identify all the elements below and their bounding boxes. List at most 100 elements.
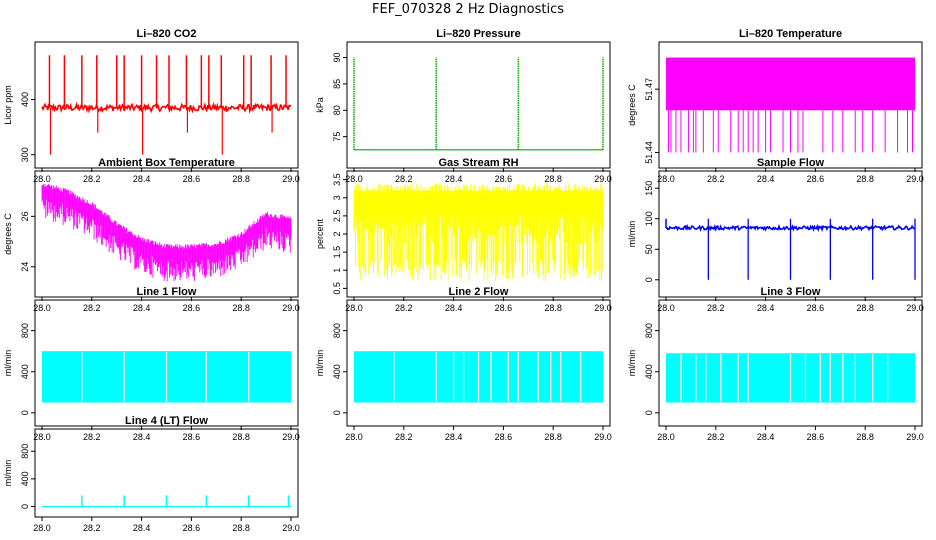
plot-area [42,495,291,508]
y-tick-label: 400 [332,364,342,379]
y-tick-label: 2 [332,231,342,236]
panel-title: Line 2 Flow [449,286,509,298]
y-tick-label: 800 [644,323,654,338]
x-tick-label: 28.2 [83,432,101,442]
x-tick-label: 28.4 [757,174,775,184]
panel-line-2-flow: Line 2 Flow 28.0 28.2 28.4 28.6 28.8 29.0 0 400 8… [315,286,612,442]
x-tick-label: 29.0 [906,303,924,313]
x-tick-label: 28.4 [445,303,463,313]
plot-area [353,183,604,282]
y-tick-label: 400 [644,364,654,379]
x-tick-label: 28.8 [232,432,250,442]
plot-frame [346,299,611,427]
panel-title: Li–820 CO2 [137,28,197,40]
y-tick-label: 3.5 [332,173,342,186]
y-tick-label: 0 [644,410,654,415]
y-tick-label: 150 [644,181,654,196]
y-tick-label: 1 [332,268,342,273]
plot-frame [34,170,299,298]
y-tick-label: 26 [20,211,30,221]
panel-line-3-flow: Line 3 Flow 28.0 28.2 28.4 28.6 28.8 29.0 0 400 8… [627,286,924,442]
y-axis-label: ml/min [3,460,13,487]
x-tick-label: 29.0 [282,432,300,442]
panel-title: Li–820 Temperature [739,28,842,40]
x-tick-label: 28.0 [345,303,363,313]
plot-area [665,218,916,280]
x-tick-label: 28.2 [395,432,413,442]
panel-title: Ambient Box Temperature [98,157,235,169]
plot-area [41,183,292,282]
y-axis-label: kPa [315,97,325,113]
x-tick-label: 28.6 [495,432,513,442]
x-tick-label: 28.0 [657,303,675,313]
x-tick-label: 29.0 [594,174,612,184]
panel-title: Line 1 Flow [137,286,197,298]
x-tick-label: 28.0 [33,303,51,313]
plot-area [353,57,604,151]
y-axis-label: ml/min [627,350,637,377]
y-tick-label: 51.44 [644,141,654,164]
y-tick-label: 75 [332,132,342,142]
plot-area [666,353,915,403]
x-tick-label: 29.0 [282,303,300,313]
x-tick-label: 28.0 [33,174,51,184]
series-band [666,57,915,111]
panel-li820-temperature: Li–820 Temperature 28.0 28.2 28.4 28.6 28.8 29… [627,28,924,184]
x-tick-label: 28.2 [83,303,101,313]
y-tick-label: 800 [20,323,30,338]
x-tick-label: 28.4 [757,432,775,442]
x-tick-label: 28.6 [807,174,825,184]
y-axis-label: Licor ppm [3,85,13,125]
plot-frame [34,41,299,169]
y-tick-label: 24 [20,262,30,272]
y-tick-label: 300 [20,147,30,162]
y-tick-label: 0 [20,504,30,509]
band-core [354,190,603,216]
x-tick-label: 29.0 [906,174,924,184]
plot-frame [658,41,923,169]
x-tick-label: 28.2 [83,174,101,184]
y-tick-label: 400 [20,364,30,379]
y-axis-label: ml/min [627,221,637,248]
panel-title: Li–820 Pressure [436,28,520,40]
x-tick-label: 28.6 [495,174,513,184]
x-tick-label: 28.8 [232,523,250,533]
x-tick-label: 28.2 [395,174,413,184]
panel-li820-pressure: Li–820 Pressure 28.0 28.2 28.4 28.6 28.8 29.0 7… [315,28,612,184]
x-tick-label: 28.8 [232,174,250,184]
x-tick-label: 28.0 [345,174,363,184]
x-tick-label: 28.8 [544,303,562,313]
plot-area [41,55,292,155]
x-tick-label: 28.6 [183,303,201,313]
x-tick-label: 28.8 [232,303,250,313]
series-line [41,101,292,115]
x-tick-label: 28.2 [395,303,413,313]
y-axis-label: degrees C [627,84,637,126]
x-tick-label: 29.0 [594,432,612,442]
y-tick-label: 1.5 [332,246,342,259]
x-tick-label: 28.0 [345,432,363,442]
y-tick-label: 85 [332,79,342,89]
x-tick-label: 28.4 [445,174,463,184]
plot-frame [34,428,299,518]
y-axis-label: ml/min [3,350,13,377]
x-tick-label: 29.0 [282,523,300,533]
x-tick-label: 28.2 [707,174,725,184]
x-tick-label: 28.0 [33,523,51,533]
y-tick-label: 400 [20,471,30,486]
y-axis-label: degrees C [3,213,13,255]
x-tick-label: 29.0 [906,432,924,442]
panel-line-4-lt-flow: Line 4 (LT) Flow 28.0 28.2 28.4 28.6 28.8 29.0… [3,415,300,533]
y-axis-label: ml/min [315,350,325,377]
x-tick-label: 28.6 [183,432,201,442]
plot-area [354,351,603,403]
x-tick-label: 28.0 [657,432,675,442]
y-axis-label: percent [315,218,325,249]
y-tick-label: 2.5 [332,210,342,223]
x-tick-label: 28.2 [707,432,725,442]
plot-area [42,351,291,403]
panel-sample-flow: Sample Flow 28.0 28.2 28.4 28.6 28.8 29.0 0 50 10… [627,157,924,313]
plot-frame [34,299,299,427]
x-tick-label: 28.4 [133,432,151,442]
plot-frame [346,41,611,169]
